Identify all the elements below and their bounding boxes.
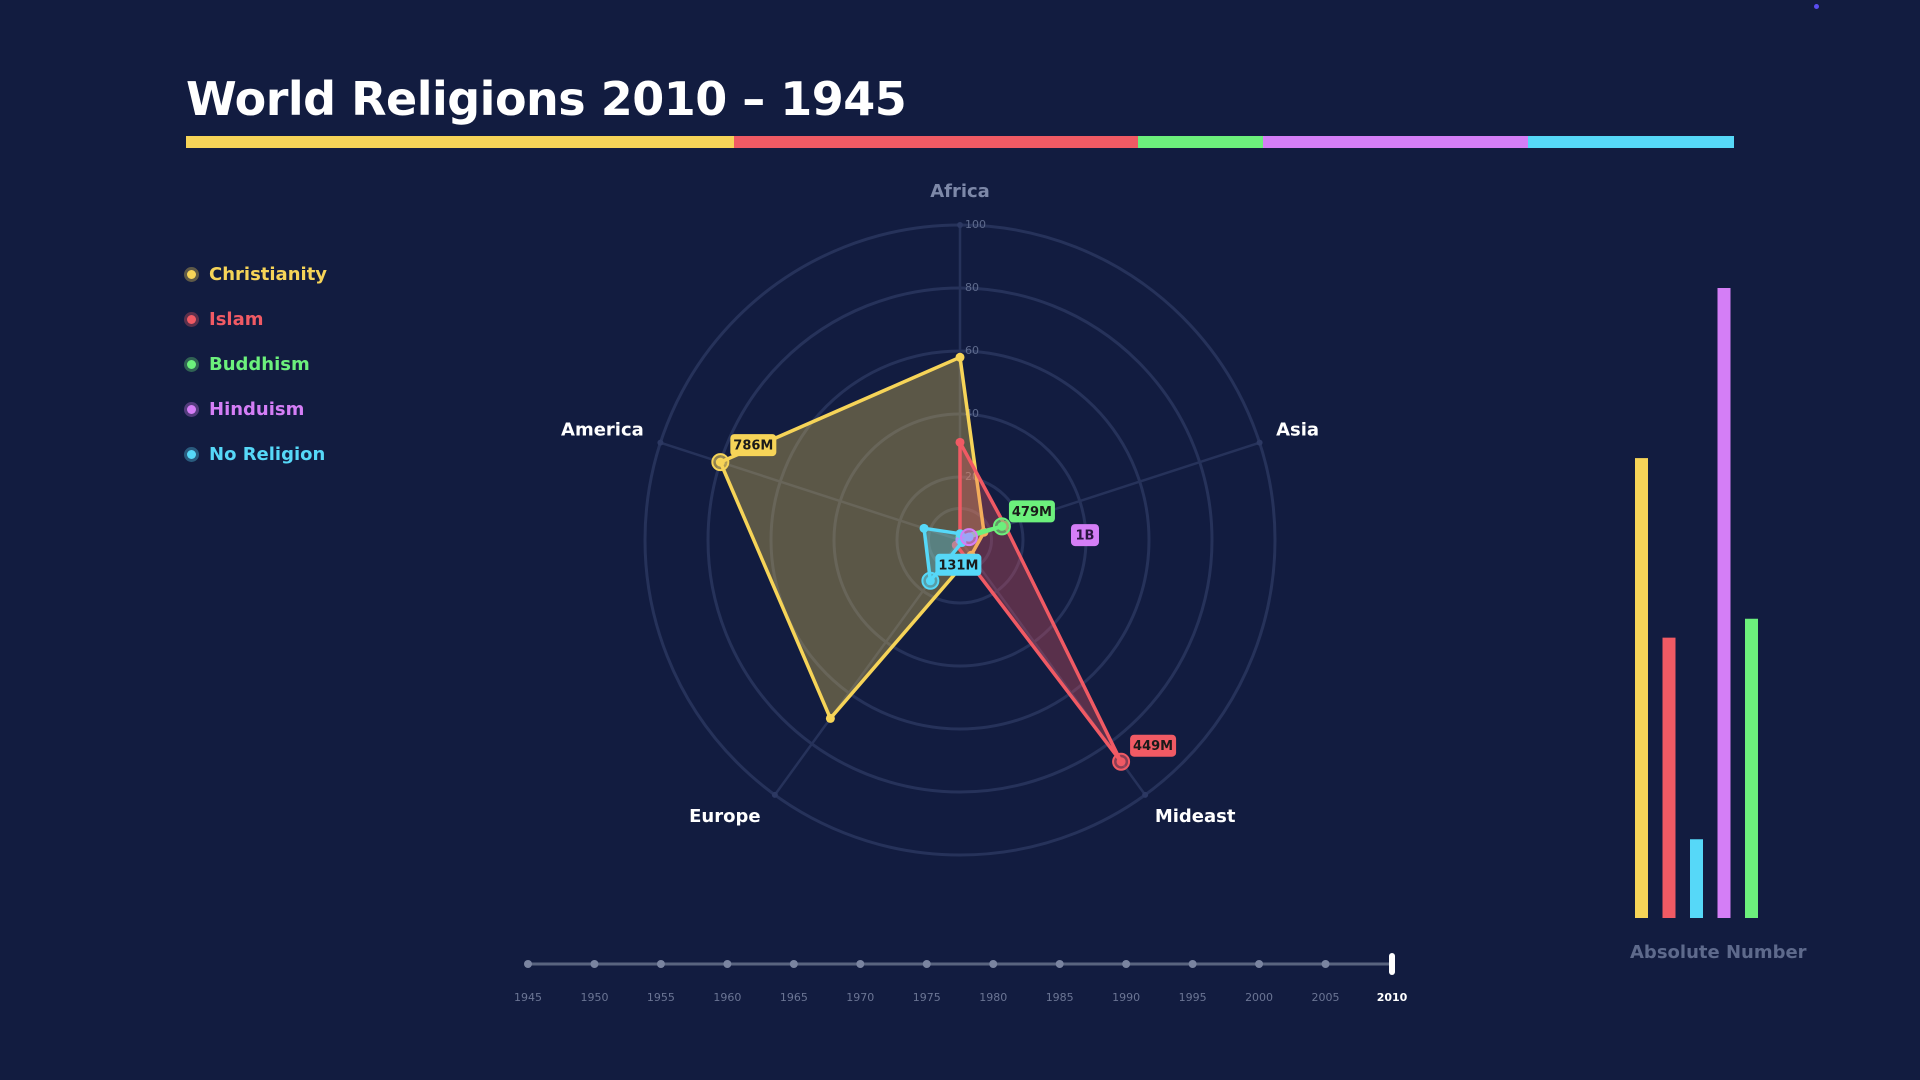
bar-chart-axis-label: Absolute Number <box>1630 942 1807 963</box>
value-badge-bg <box>730 434 777 457</box>
radar-point-islam[interactable] <box>955 437 965 447</box>
legend-item-hinduism[interactable]: Hinduism <box>186 387 327 432</box>
value-badge-text: 449M <box>1133 739 1173 754</box>
value-badge-no-religion: 131M <box>935 553 982 576</box>
color-strip-segment <box>186 136 734 148</box>
radar-spoke <box>660 441 961 542</box>
value-badge-bg <box>935 553 982 576</box>
legend-label: Buddhism <box>209 354 310 375</box>
color-strip <box>186 136 1734 148</box>
timeline-tick[interactable] <box>989 960 998 968</box>
radar-highlight-point[interactable] <box>711 453 730 472</box>
color-strip-segment <box>1263 136 1529 148</box>
timeline-tick[interactable] <box>922 960 931 968</box>
timeline-tick[interactable] <box>590 960 599 968</box>
value-badge-christianity: 786M <box>730 434 777 457</box>
timeline-tick[interactable] <box>856 960 865 968</box>
color-strip-segment <box>1528 136 1734 148</box>
timeline-tick[interactable] <box>656 960 665 968</box>
legend-item-buddhism[interactable]: Buddhism <box>186 342 327 387</box>
radar-axis-label-europe: Europe <box>689 806 760 827</box>
radar-spoke-end <box>1142 791 1149 798</box>
decorative-dot <box>1814 4 1819 9</box>
legend-dot-icon <box>187 360 196 369</box>
timeline-tick[interactable] <box>1055 960 1064 968</box>
value-badge-hinduism: 1B <box>1070 524 1099 547</box>
radar-point-christianity[interactable] <box>955 352 965 362</box>
timeline-tick[interactable] <box>723 960 732 968</box>
timeline-tick[interactable] <box>1255 960 1264 968</box>
color-strip-segment <box>1138 136 1264 148</box>
radar-axis-label-mideast: Mideast <box>1155 806 1236 827</box>
timeline-tick[interactable] <box>1321 960 1330 968</box>
radar-tick-label: 60 <box>965 344 979 357</box>
radar-highlight-point[interactable] <box>1112 752 1131 771</box>
timeline-year-label[interactable]: 2000 <box>1245 991 1273 1004</box>
timeline-year-label[interactable]: 2005 <box>1312 991 1340 1004</box>
value-badge-bg <box>1070 524 1099 547</box>
legend-item-islam[interactable]: Islam <box>186 297 327 342</box>
value-badge-text: 479M <box>1012 505 1052 520</box>
radar-highlight-point[interactable] <box>921 571 940 590</box>
radar-tick-label: 100 <box>965 218 986 231</box>
timeline-year-label[interactable]: 1965 <box>780 991 808 1004</box>
radar-spoke-end <box>957 222 963 228</box>
timeline-tick[interactable] <box>1188 960 1197 968</box>
timeline-year-label[interactable]: 1995 <box>1179 991 1207 1004</box>
radar-highlight-point[interactable] <box>992 517 1011 536</box>
timeline-year-label[interactable]: 2010 <box>1377 991 1408 1004</box>
value-badge-text: 131M <box>938 558 978 573</box>
radar-tick-label: 80 <box>965 281 979 294</box>
timeline-year-label[interactable]: 1970 <box>846 991 874 1004</box>
legend-dot-icon <box>187 405 196 414</box>
radar-spoke-end <box>771 791 778 798</box>
legend-dot-icon <box>187 450 196 459</box>
timeline-year-label[interactable]: 1980 <box>979 991 1007 1004</box>
radar-axis-label-africa: Africa <box>930 181 990 202</box>
legend-label: Islam <box>209 309 264 330</box>
bar-hinduism <box>1717 288 1731 918</box>
timeline-tick[interactable] <box>524 960 532 968</box>
legend-item-no-religion[interactable]: No Religion <box>186 432 327 477</box>
value-badge-bg <box>1008 500 1055 523</box>
bar-christianity <box>1635 458 1648 918</box>
timeline-year-label[interactable]: 1985 <box>1046 991 1074 1004</box>
value-badge-buddhism: 479M <box>1008 500 1055 523</box>
radar-spoke-end <box>657 439 664 446</box>
page-title: World Religions 2010 – 1945 <box>186 72 907 126</box>
value-badge-text: 1B <box>1076 529 1095 544</box>
radar-axis-label-asia: Asia <box>1276 420 1319 441</box>
radar-point-christianity[interactable] <box>825 713 835 723</box>
radar-spoke-end <box>1256 439 1263 446</box>
bar-no-religion <box>1690 839 1703 918</box>
radar-axis-label-america: America <box>561 420 644 441</box>
legend-dot-icon <box>187 270 196 279</box>
bar-islam <box>1662 637 1676 918</box>
value-badge-bg <box>1130 734 1177 757</box>
value-badge-text: 786M <box>733 439 773 454</box>
radar-highlight-point[interactable] <box>959 528 978 547</box>
legend: Christianity Islam Buddhism Hinduism No Reli… <box>186 252 327 477</box>
timeline-year-label[interactable]: 1950 <box>580 991 608 1004</box>
legend-label: Christianity <box>209 264 328 285</box>
radar-point-no-religion[interactable] <box>919 523 929 533</box>
legend-dot-icon <box>187 315 196 324</box>
timeline-year-label[interactable]: 1990 <box>1112 991 1140 1004</box>
legend-label: No Religion <box>209 444 326 465</box>
legend-item-christianity[interactable]: Christianity <box>186 252 327 297</box>
timeline-year-label[interactable]: 1975 <box>913 991 941 1004</box>
timeline-year-label[interactable]: 1945 <box>514 991 542 1004</box>
bar-buddhism <box>1745 618 1758 918</box>
timeline-tick[interactable] <box>789 960 798 968</box>
timeline-year-label[interactable]: 1955 <box>647 991 675 1004</box>
timeline-handle[interactable] <box>1389 953 1395 975</box>
timeline-tick[interactable] <box>1122 960 1131 968</box>
value-badge-islam: 449M <box>1130 734 1177 757</box>
color-strip-segment <box>733 136 1138 148</box>
legend-label: Hinduism <box>209 399 305 420</box>
timeline-year-label[interactable]: 1960 <box>713 991 741 1004</box>
